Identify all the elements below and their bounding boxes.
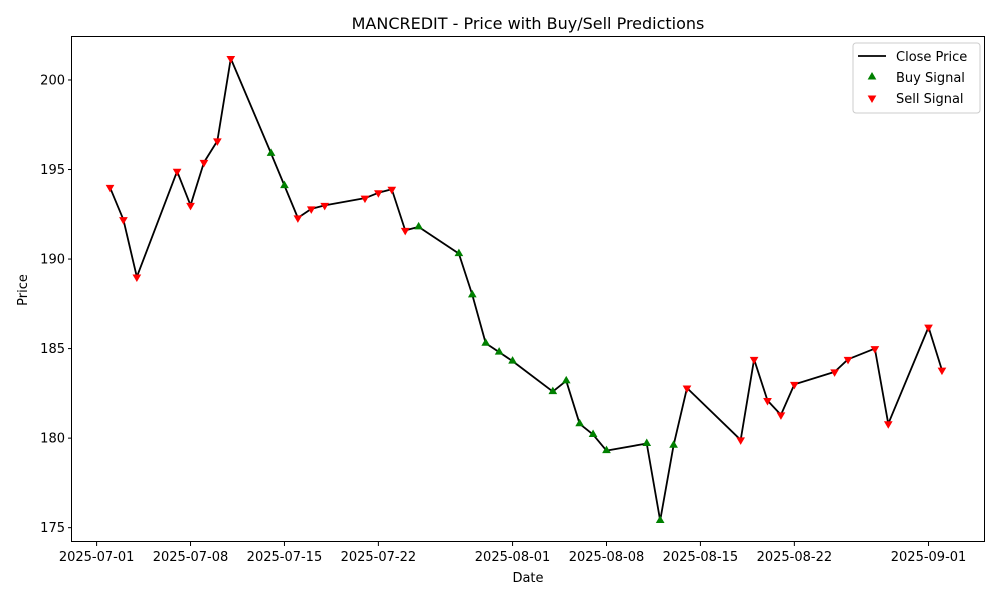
sell-signal-marker (763, 398, 772, 406)
sell-signal-marker (749, 356, 759, 365)
buy-signal-marker (588, 429, 598, 438)
buy-signal-marker (669, 440, 678, 448)
plot-area (105, 55, 947, 524)
legend-close-price-label: Close Price (896, 50, 967, 65)
sell-signal-marker (306, 206, 316, 214)
buy-signal-marker (575, 418, 585, 427)
x-tick-label: 2025-08-15 (663, 550, 739, 565)
sell-signal-marker (387, 186, 397, 195)
sell-signal-marker (374, 190, 383, 198)
buy-signal-marker (266, 148, 276, 156)
sell-signal-marker (937, 367, 947, 376)
legend-buy-signal-label: Buy Signal (896, 71, 965, 86)
sell-signal-marker (883, 421, 893, 429)
x-tick-label: 2025-07-01 (59, 550, 135, 565)
x-tick-label: 2025-07-22 (341, 550, 417, 565)
sell-signal-marker (682, 385, 692, 393)
y-tick-label: 180 (40, 432, 65, 447)
x-tick-label: 2025-07-15 (247, 550, 323, 565)
legend: Close Price Buy Signal Sell Signal (852, 42, 981, 114)
x-axis-label: Date (512, 571, 543, 586)
sell-signal-marker (213, 138, 222, 146)
x-tick-label: 2025-08-08 (569, 550, 645, 565)
y-axis-ticks: 175 180 185 190 195 200 (40, 73, 72, 536)
y-axis-label: Price (16, 274, 31, 306)
sell-signal-marker (843, 356, 853, 365)
y-tick-label: 195 (40, 163, 65, 178)
x-tick-label: 2025-08-22 (757, 550, 833, 565)
buy-signal-marker (561, 375, 571, 384)
sell-signal-marker (226, 55, 236, 64)
buy-signal-marker (602, 445, 611, 454)
buy-signal-marker (467, 289, 477, 298)
y-tick-label: 185 (40, 342, 65, 357)
sell-signal-marker (789, 381, 799, 390)
buy-signal-marker (481, 338, 491, 346)
sell-signal-marker (105, 184, 115, 193)
y-tick-label: 200 (40, 73, 65, 88)
sell-signal-marker (400, 227, 410, 236)
chart-title: MANCREDIT - Price with Buy/Sell Predicti… (352, 14, 705, 33)
legend-sell-signal-label: Sell Signal (896, 92, 964, 107)
sell-signal-marker (132, 274, 142, 282)
buy-signal-marker (642, 438, 652, 447)
x-axis-ticks: 2025-07-01 2025-07-08 2025-07-15 2025-07-22… (59, 542, 966, 565)
sell-signal-marker (360, 195, 370, 204)
buy-signal-marker (454, 248, 464, 257)
buy-signal-marker (655, 515, 665, 524)
legend-box (852, 42, 981, 114)
legend-buy-signal-swatch (867, 72, 877, 80)
sell-signal-marker (830, 369, 839, 377)
sell-signal-marker (199, 159, 209, 168)
buy-signal-marker (414, 221, 423, 230)
sell-signal-marker (870, 346, 880, 354)
sell-signal-marker (776, 412, 786, 420)
sell-signal-marker (924, 324, 933, 333)
plot-frame (71, 36, 985, 542)
legend-sell-signal-swatch (867, 95, 877, 103)
y-tick-label: 175 (40, 521, 65, 536)
buy-signal-marker (494, 347, 504, 355)
sell-signal-marker (119, 217, 128, 225)
x-tick-label: 2025-08-01 (475, 550, 551, 565)
x-tick-label: 2025-09-01 (891, 550, 967, 565)
buy-signal-marker (548, 386, 558, 395)
buy-signal-marker (280, 180, 289, 189)
sell-signal-marker (320, 202, 330, 211)
sell-signal-marker (736, 437, 746, 445)
x-tick-label: 2025-07-08 (153, 550, 229, 565)
sell-signal-marker (186, 202, 195, 211)
y-tick-label: 190 (40, 253, 65, 268)
buy-signal-marker (508, 356, 517, 364)
sell-signal-marker (293, 215, 303, 223)
sell-signal-marker (172, 168, 182, 177)
